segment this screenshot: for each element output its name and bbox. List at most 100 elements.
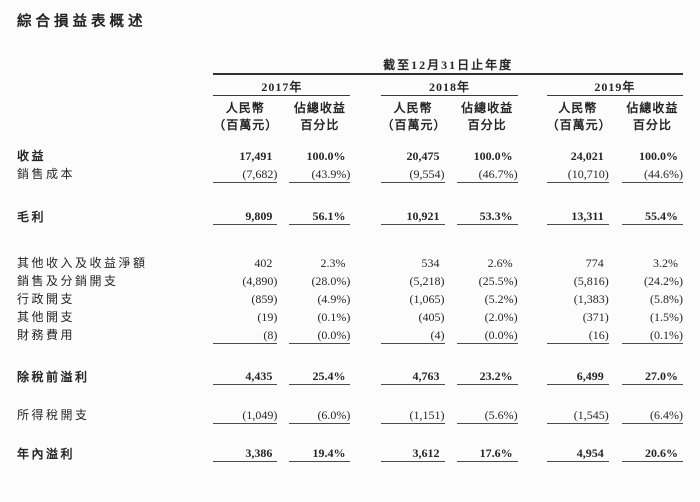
amount-value-cell: (4) (381, 325, 445, 344)
row-label: 毛利 (17, 209, 47, 224)
percent-value-cell: 19.4% (289, 443, 351, 462)
row-label: 其他開支 (17, 310, 76, 324)
empty-cell (17, 74, 213, 96)
section-spacer-row (17, 134, 683, 146)
section-spacer-row (17, 385, 683, 406)
percent-value-cell: 2.3% (320, 256, 346, 270)
inner-gap (445, 207, 457, 225)
group-spacer (350, 444, 381, 462)
amount-value-cell: 3,386 (213, 443, 278, 462)
amount-value-cell: (5,816) (573, 274, 609, 288)
spacer (17, 385, 683, 406)
year-header: 2018年 (381, 74, 518, 96)
group-spacer (350, 146, 381, 164)
amount-value-cell: (19) (257, 310, 278, 324)
group-spacer (518, 325, 547, 343)
percent-value-cell: (46.7%) (456, 164, 518, 183)
percent-value-cell: (0.0%) (456, 325, 518, 344)
percent-value-cell: 100.0% (306, 149, 346, 163)
percent-value-cell: (43.9%) (289, 164, 351, 183)
percent-value-cell: 20.6% (621, 443, 683, 462)
inner-gap (445, 444, 457, 462)
spacer (17, 423, 683, 444)
inner-gap (277, 207, 289, 225)
inner-gap (609, 307, 622, 325)
group-spacer (518, 253, 547, 271)
inner-gap (445, 253, 457, 271)
inner-gap (277, 289, 289, 307)
percent-value-cell: (5.8%) (650, 292, 683, 306)
percent-value-cell: 17.6% (456, 443, 518, 462)
inner-gap (609, 325, 622, 343)
percent-value-cell: 55.4% (621, 206, 683, 225)
group-spacer (350, 325, 381, 343)
table-row: 除稅前溢利 4,435 25.4% 4,763 23.2% 6,499 27.0% (17, 366, 683, 385)
amount-value-cell: 13,311 (546, 206, 609, 225)
inner-gap (445, 367, 457, 385)
amount-value-cell: 10,921 (381, 206, 445, 225)
inner-gap (609, 289, 622, 307)
group-spacer (350, 367, 381, 385)
table-row: 其他收入及收益淨額 402 2.3% 534 2.6% 774 3.2% (17, 253, 683, 271)
group-spacer (350, 253, 381, 271)
income-statement-table: 截至12月31日止年度 2017年 2018年 2019年 人民幣 （百萬元） 佔總收益 百分… (17, 43, 683, 462)
amount-value-cell: (5,218) (409, 274, 445, 288)
page-title: 綜合損益表概述 (17, 14, 147, 30)
group-spacer (518, 146, 547, 164)
group-spacer (350, 307, 381, 325)
table-body: 收益 17,491 100.0% 20,475 100.0% 24,021 100.0% 銷售… (17, 134, 683, 462)
amount-column-header: 人民幣 （百萬元） (213, 101, 279, 132)
row-label: 行政開支 (17, 292, 76, 306)
group-spacer (518, 444, 547, 462)
percent-value-cell: (1.5%) (650, 310, 683, 324)
table-row: 所得稅開支 (1,049) (6.0%) (1,151) (5.6%) (1,545) (6… (17, 405, 683, 424)
group-spacer (518, 367, 547, 385)
amount-value-cell: 4,954 (546, 443, 609, 462)
percent-value-cell: (4.9%) (317, 292, 351, 306)
inner-gap (277, 307, 289, 325)
group-spacer (350, 164, 381, 182)
amount-value-cell: 4,435 (213, 366, 278, 385)
amount-value-cell: (8) (213, 325, 278, 344)
amount-value-cell: (1,065) (409, 292, 445, 306)
amount-value-cell: 3,612 (381, 443, 445, 462)
percent-value-cell: (0.0%) (289, 325, 351, 344)
percent-value-cell: 23.2% (456, 366, 518, 385)
inner-gap (609, 271, 622, 289)
amount-value-cell: 402 (254, 256, 273, 270)
inner-gap (277, 444, 289, 462)
row-label: 財務費用 (17, 328, 76, 342)
group-spacer (518, 74, 547, 96)
amount-value-cell: 9,809 (213, 206, 278, 225)
percent-value-cell: 53.3% (456, 206, 518, 225)
percent-value-cell: (6.4%) (621, 405, 683, 424)
percent-column-header: 佔總收益 百分比 (626, 101, 679, 132)
amount-value-cell: 20,475 (406, 149, 440, 163)
section-spacer-row (17, 423, 683, 444)
percent-value-cell: 3.2% (653, 256, 678, 270)
amount-value-cell: 6,499 (546, 366, 609, 385)
group-spacer (350, 405, 381, 423)
row-label: 年內溢利 (17, 446, 76, 461)
percent-column-header: 佔總收益 百分比 (461, 101, 514, 132)
percent-value-cell: (24.2%) (644, 274, 683, 288)
table-row: 行政開支 (859) (4.9%) (1,065) (5.2%) (1,383) (5.8%… (17, 289, 683, 307)
inner-gap (445, 164, 457, 182)
table-row: 年內溢利 3,386 19.4% 3,612 17.6% 4,954 20.6% (17, 443, 683, 462)
table-row: 毛利 9,809 56.1% 10,921 53.3% 13,311 55.4% (17, 206, 683, 225)
percent-value-cell: (0.1%) (317, 310, 351, 324)
spacer (17, 134, 683, 146)
group-spacer (350, 289, 381, 307)
amount-value-cell: 534 (421, 256, 440, 270)
amount-value-cell: (1,545) (546, 405, 609, 424)
row-label: 其他收入及收益淨額 (17, 256, 148, 270)
inner-gap (609, 146, 622, 164)
table-row: 收益 17,491 100.0% 20,475 100.0% 24,021 100.0% (17, 146, 683, 164)
percent-value-cell: (44.6%) (621, 164, 683, 183)
percent-value-cell: (25.5%) (478, 274, 518, 288)
inner-gap (277, 325, 289, 343)
row-label: 銷售成本 (17, 167, 76, 181)
inner-gap (609, 164, 622, 182)
percent-value-cell: (5.2%) (484, 292, 518, 306)
group-spacer (518, 164, 547, 182)
